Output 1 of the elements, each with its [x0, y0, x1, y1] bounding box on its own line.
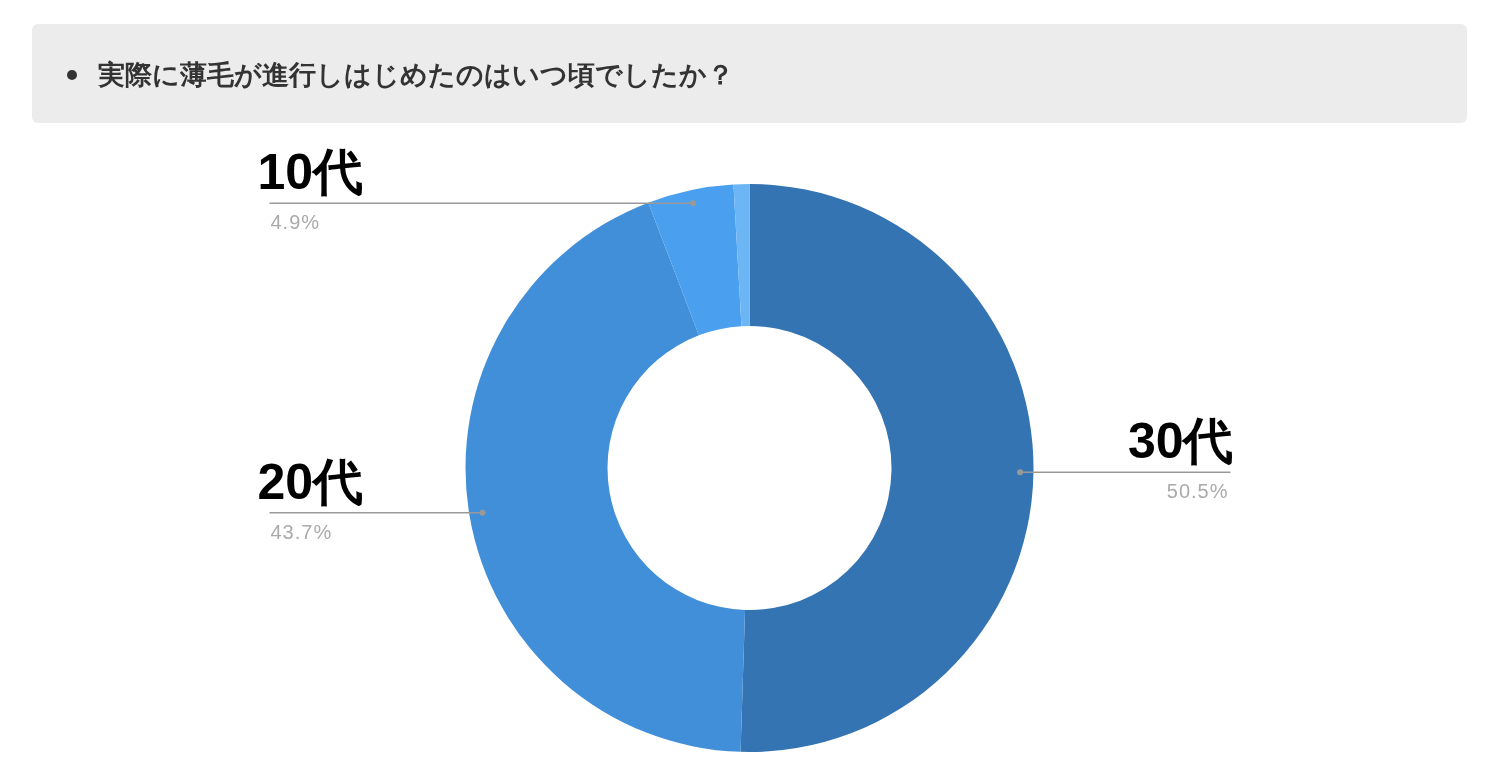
title: 実際に薄毛が進行しはじめたのはいつ頃でしたか？	[98, 60, 734, 90]
